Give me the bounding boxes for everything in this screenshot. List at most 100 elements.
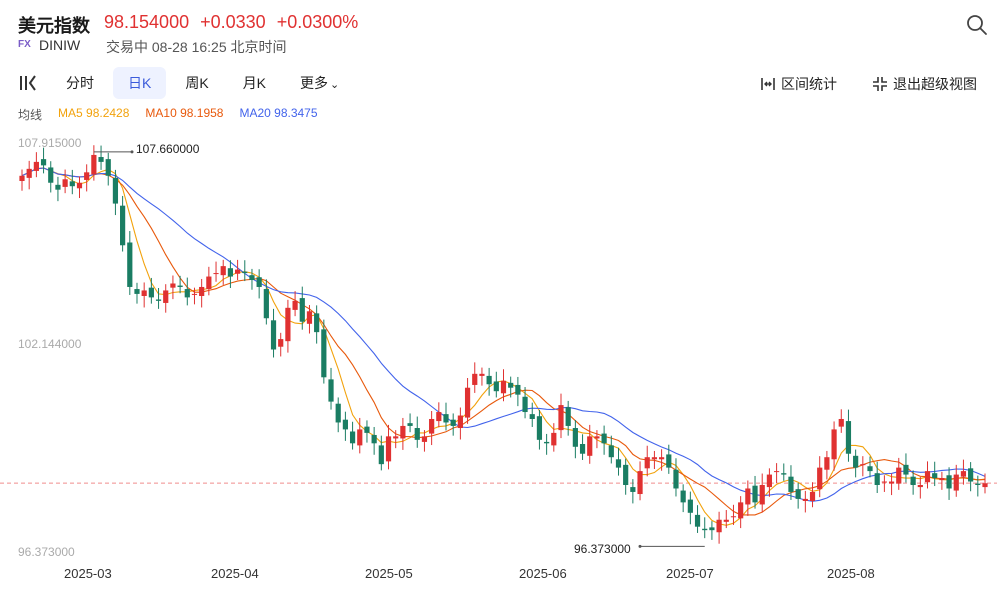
y-tick-label: 107.915000 — [18, 136, 82, 150]
candle-body — [932, 473, 938, 479]
candle-body — [615, 459, 622, 468]
candle-body — [702, 528, 708, 531]
candle-body — [371, 434, 377, 444]
candle-body — [522, 396, 528, 413]
candle-body — [493, 381, 499, 392]
search-icon[interactable] — [966, 14, 988, 36]
candle-body — [867, 466, 873, 472]
candle-body — [357, 429, 363, 446]
candle-body — [127, 242, 133, 287]
candle-body — [170, 283, 176, 288]
candle-body — [184, 289, 190, 298]
candle-body — [112, 177, 119, 204]
candle-body — [199, 286, 205, 296]
candle-body — [464, 387, 471, 418]
ma10-value: MA10 98.1958 — [145, 106, 224, 120]
candle-body — [802, 498, 808, 501]
candle-body — [191, 293, 198, 295]
candle-body — [385, 436, 392, 462]
candle-body — [148, 287, 154, 298]
tab-weekly-k[interactable]: 周K — [185, 75, 209, 91]
moving-average-legend: 均线 MA5 98.2428 MA10 98.1958 MA20 98.3475 — [18, 106, 318, 123]
candle-body — [766, 474, 773, 488]
candle-body — [831, 429, 837, 460]
exit-super-view-button[interactable]: 退出超级视图 — [872, 74, 977, 94]
candle-body — [285, 307, 291, 342]
candle-body — [680, 490, 686, 503]
last-price: 98.154000 — [104, 12, 190, 32]
candle-body — [601, 433, 607, 444]
candle-body — [314, 313, 320, 333]
candle-body — [860, 464, 866, 466]
candle-body — [881, 481, 887, 483]
candle-body — [551, 432, 557, 446]
candle-body — [896, 467, 902, 484]
candle-body — [270, 320, 277, 350]
tab-intraday[interactable]: 分时 — [66, 75, 94, 91]
candle-body — [69, 181, 75, 187]
candle-body — [457, 415, 463, 429]
candle-body — [644, 457, 650, 469]
candle-body — [443, 414, 449, 423]
candle-body — [342, 419, 348, 430]
candle-body — [738, 502, 744, 519]
candle-body — [134, 289, 140, 294]
candle-body — [608, 445, 614, 458]
tab-monthly-k[interactable]: 月K — [242, 75, 267, 91]
candle-body — [759, 484, 765, 505]
x-tick-label: 2025-05 — [365, 566, 413, 581]
ma10-line — [21, 167, 986, 516]
candle-body — [781, 473, 787, 475]
candle-body — [299, 298, 305, 322]
trading-status: 交易中 08-28 16:25 北京时间 — [106, 39, 287, 55]
candle-body — [587, 436, 593, 456]
candle-body — [292, 300, 298, 310]
y-tick-label: 102.144000 — [18, 337, 82, 351]
low-leader-dot — [638, 544, 642, 548]
candle-body — [594, 436, 600, 439]
chevron-down-icon: ⌄ — [330, 79, 340, 91]
period-tabs: 分时 日K 周K 月K 更多 ⌄ — [18, 67, 373, 99]
candle-body — [472, 373, 478, 385]
candle-body — [845, 421, 852, 454]
candle-body — [536, 416, 543, 440]
candle-body — [723, 519, 729, 522]
candle-body — [946, 475, 952, 489]
tab-more[interactable]: 更多 ⌄ — [300, 67, 339, 99]
candle-body — [630, 487, 636, 492]
candlestick-chart[interactable] — [0, 130, 997, 560]
candle-body — [500, 380, 507, 394]
candle-body — [328, 379, 334, 402]
ma-legend-label: 均线 — [18, 108, 43, 122]
candle-body — [903, 464, 909, 475]
interval-icon — [761, 78, 775, 90]
exit-fullscreen-icon — [873, 77, 887, 91]
candle-body — [960, 471, 967, 477]
candle-body — [364, 426, 370, 433]
x-tick-label: 2025-03 — [64, 566, 112, 581]
kline-toggle-icon[interactable] — [18, 73, 38, 93]
fx-badge: FX — [18, 39, 31, 50]
candle-body — [745, 488, 751, 505]
candle-body — [579, 444, 586, 454]
candle-body — [206, 276, 212, 290]
candle-body — [888, 481, 895, 484]
candle-body — [421, 436, 428, 442]
candle-body — [278, 339, 284, 347]
candle-body — [874, 473, 880, 485]
candle-body — [249, 275, 255, 281]
candle-body — [924, 471, 931, 483]
candle-body — [968, 468, 974, 482]
candle-body — [306, 311, 313, 324]
interval-stats-button[interactable]: 区间统计 — [760, 74, 837, 94]
candle-body — [407, 423, 413, 426]
candle-body — [939, 478, 945, 481]
candle-body — [40, 159, 47, 166]
price-change: +0.0330 — [200, 12, 266, 32]
tab-more-label: 更多 — [300, 75, 329, 91]
candle-body — [349, 431, 356, 444]
price-quote: 98.154000 +0.0330 +0.0300% — [104, 12, 364, 33]
candle-body — [651, 457, 658, 460]
tab-daily-k[interactable]: 日K — [113, 67, 167, 99]
low-price-label: 96.373000 — [574, 542, 631, 556]
